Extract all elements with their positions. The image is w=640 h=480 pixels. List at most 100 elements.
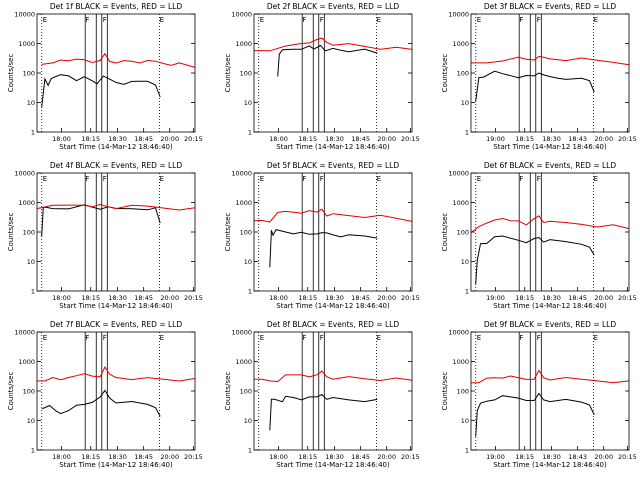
- x-tick-label: 19:00: [486, 135, 505, 143]
- marker-label: E: [160, 334, 164, 342]
- y-axis-label: Counts/sec: [224, 372, 232, 411]
- x-tick-label: 20:15: [618, 294, 637, 302]
- y-tick-label: 1: [465, 129, 469, 137]
- series-lld-line: [36, 366, 196, 382]
- y-tick-label: 10: [27, 99, 35, 107]
- x-tick-label: 20:00: [377, 294, 396, 302]
- panel-title: Det 1f BLACK = Events, RED = LLD: [50, 2, 183, 11]
- x-tick-label: 18:15: [298, 294, 317, 302]
- y-tick-label: 1000: [235, 199, 252, 207]
- marker-label: E: [594, 334, 598, 342]
- series-events-line: [269, 393, 378, 431]
- series-lld-line: [471, 55, 630, 66]
- y-tick-label: 100: [240, 229, 252, 237]
- y-tick-label: 1: [31, 447, 35, 455]
- y-axis-label: Counts/sec: [441, 213, 449, 252]
- x-tick-label: 20:15: [401, 135, 420, 143]
- panel-title: Det 9f BLACK = Events, RED = LLD: [484, 320, 617, 329]
- marker-label: E: [377, 16, 381, 24]
- panel-title: Det 5f BLACK = Events, RED = LLD: [267, 161, 400, 170]
- y-tick-label: 10: [461, 258, 469, 266]
- y-tick-label: 10: [461, 99, 469, 107]
- y-axis-label: Counts/sec: [7, 54, 15, 93]
- marker-label: E: [594, 175, 598, 183]
- x-tick-label: 18:15: [515, 453, 534, 461]
- x-tick-label: 18:30: [108, 453, 127, 461]
- y-tick-label: 10000: [448, 170, 469, 178]
- x-tick-label: 20:00: [160, 135, 179, 143]
- y-tick-label: 10: [244, 258, 252, 266]
- x-tick-label: 20:00: [594, 453, 613, 461]
- x-tick-label: 18:30: [325, 294, 344, 302]
- y-tick-label: 1000: [235, 40, 252, 48]
- y-tick-label: 1000: [18, 40, 35, 48]
- marker-label: F: [537, 16, 541, 24]
- marker-label: F: [320, 16, 324, 24]
- x-tick-label: 18:15: [515, 135, 534, 143]
- panel-title: Det 4f BLACK = Events, RED = LLD: [50, 161, 183, 170]
- x-tick-label: 20:15: [618, 135, 637, 143]
- marker-label: E: [260, 334, 264, 342]
- x-tick-label: 18:15: [298, 453, 317, 461]
- y-tick-label: 1: [31, 129, 35, 137]
- y-tick-label: 100: [23, 388, 35, 396]
- y-tick-label: 100: [457, 229, 469, 237]
- marker-label: E: [377, 175, 381, 183]
- y-tick-label: 10000: [14, 11, 35, 19]
- x-tick-label: 20:00: [377, 453, 396, 461]
- series-events-line: [475, 235, 595, 284]
- x-axis-label: Start Time (14-Mar-12 18:46:40): [59, 143, 173, 151]
- marker-label: F: [103, 334, 107, 342]
- x-tick-label: 18:15: [81, 453, 100, 461]
- marker-label: F: [320, 334, 324, 342]
- x-tick-label: 18:43: [568, 135, 587, 143]
- y-tick-label: 10000: [14, 170, 35, 178]
- x-tick-label: 18:45: [568, 294, 587, 302]
- series-events-line: [277, 44, 378, 77]
- y-tick-label: 1000: [18, 358, 35, 366]
- x-tick-label: 18:30: [325, 453, 344, 461]
- x-tick-label: 20:15: [618, 453, 637, 461]
- y-tick-label: 1: [465, 288, 469, 296]
- y-tick-label: 100: [240, 70, 252, 78]
- y-tick-label: 1000: [235, 358, 252, 366]
- y-tick-label: 10000: [448, 11, 469, 19]
- x-tick-label: 18:30: [542, 294, 561, 302]
- x-tick-label: 18:30: [542, 453, 561, 461]
- x-tick-label: 20:00: [160, 453, 179, 461]
- x-axis-label: Start Time (14-Mar-12 18:46:40): [493, 461, 607, 469]
- y-tick-label: 10: [244, 417, 252, 425]
- y-tick-label: 10: [27, 417, 35, 425]
- x-tick-label: 18:45: [351, 453, 370, 461]
- x-tick-label: 20:15: [184, 453, 203, 461]
- y-tick-label: 1: [31, 288, 35, 296]
- marker-label: E: [260, 175, 264, 183]
- x-tick-label: 20:15: [184, 294, 203, 302]
- x-axis-label: Start Time (14-Mar-12 18:46:40): [493, 302, 607, 310]
- x-tick-label: 18:45: [134, 294, 153, 302]
- panel-title: Det 7f BLACK = Events, RED = LLD: [50, 320, 183, 329]
- panel-title: Det 8f BLACK = Events, RED = LLD: [267, 320, 400, 329]
- series-lld-line: [470, 215, 630, 233]
- x-tick-label: 18:00: [52, 135, 71, 143]
- marker-label: F: [302, 334, 306, 342]
- y-tick-label: 10000: [231, 329, 252, 337]
- y-tick-label: 100: [457, 388, 469, 396]
- x-tick-label: 20:15: [401, 294, 420, 302]
- x-tick-label: 18:30: [542, 135, 561, 143]
- series-events-line: [41, 389, 161, 417]
- marker-label: F: [320, 175, 324, 183]
- panel-title: Det 6f BLACK = Events, RED = LLD: [484, 161, 617, 170]
- marker-label: F: [85, 175, 89, 183]
- x-tick-label: 18:00: [269, 135, 288, 143]
- y-axis-label: Counts/sec: [441, 54, 449, 93]
- marker-label: E: [477, 334, 481, 342]
- y-tick-label: 100: [23, 229, 35, 237]
- marker-label: F: [302, 175, 306, 183]
- x-tick-label: 19:00: [486, 294, 505, 302]
- y-tick-label: 10: [27, 258, 35, 266]
- x-tick-label: 18:00: [269, 453, 288, 461]
